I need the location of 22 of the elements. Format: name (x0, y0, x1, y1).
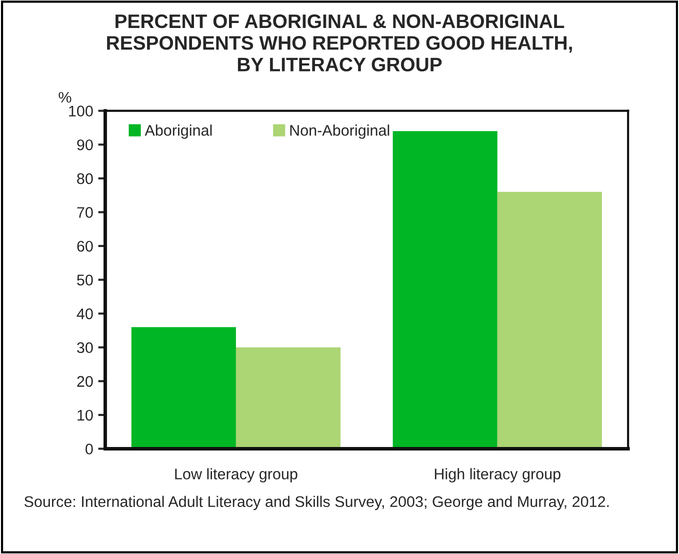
x-tick-label: High literacy group (434, 468, 560, 482)
legend-label: Aboriginal (144, 124, 212, 139)
y-tick-label: 50 (77, 274, 93, 286)
y-tick-label: 10 (78, 410, 93, 421)
y-tick-label: 20 (77, 376, 93, 387)
bar (236, 347, 341, 449)
y-tick-label: 30 (77, 342, 93, 354)
legend-label: Non-Aboriginal (290, 124, 390, 139)
chart-title: PERCENT OF ABORIGINAL & NON-ABORIGINAL RESPONDENTS WHO REPORTED GOOD HEALTH, BY LITERACY GROUP (107, 14, 572, 72)
y-tick-label: 0 (86, 444, 93, 454)
bar (497, 192, 602, 449)
y-tick-label: 70 (77, 207, 93, 218)
bar (392, 131, 498, 449)
y-tick-label: 90 (77, 139, 93, 150)
y-tick-label: 40 (76, 308, 93, 320)
y-axis-title: % (58, 92, 72, 103)
y-tick-label: 100 (69, 106, 93, 116)
x-tick-label: Low literacy group (175, 468, 298, 482)
y-tick-label: 80 (77, 173, 93, 184)
bar (131, 327, 236, 449)
source-note: Source: International Adult Literacy and Skills Survey, 2003; George and Murray, 2012. (24, 496, 609, 510)
y-tick-label: 60 (77, 240, 93, 252)
